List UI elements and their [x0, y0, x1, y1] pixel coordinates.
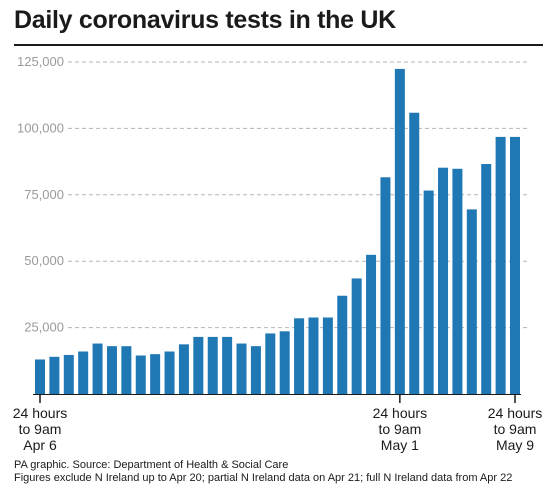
bar	[49, 356, 60, 394]
bar	[222, 336, 233, 394]
bar	[106, 346, 117, 394]
x-tick-label: 24 hours	[488, 405, 542, 421]
bar	[178, 344, 189, 394]
bar	[337, 295, 348, 394]
bars	[33, 68, 521, 395]
bar	[423, 190, 434, 394]
bar	[35, 359, 45, 394]
footnote: Figures exclude N Ireland up to Apr 20; …	[14, 472, 513, 484]
y-tick-label: 25,000	[24, 320, 64, 335]
x-tick-label: May 1	[381, 437, 419, 453]
bar	[78, 351, 89, 394]
bar	[92, 343, 103, 394]
x-tick-label: to 9am	[494, 421, 537, 437]
bar	[452, 168, 463, 394]
bar	[265, 333, 276, 394]
bar	[380, 177, 391, 394]
x-tick-label: Apr 6	[23, 437, 57, 453]
source-note: PA graphic. Source: Department of Health…	[14, 459, 289, 471]
bar	[63, 354, 74, 394]
bar	[481, 163, 492, 394]
y-tick-label: 75,000	[24, 187, 64, 202]
x-tick-label: to 9am	[19, 421, 62, 437]
y-tick-label: 125,000	[17, 54, 64, 69]
bar	[193, 336, 204, 394]
bar	[322, 317, 333, 394]
bar	[150, 354, 161, 394]
x-tick-label: May 9	[496, 437, 534, 453]
chart-title: Daily coronavirus tests in the UK	[14, 6, 396, 34]
bar	[510, 136, 520, 394]
bar	[466, 209, 477, 394]
bar	[135, 355, 146, 394]
bar	[279, 331, 290, 394]
bar	[495, 136, 506, 394]
bar	[294, 318, 305, 394]
bar	[207, 336, 218, 394]
bar	[409, 112, 420, 394]
x-tick-label: 24 hours	[373, 405, 427, 421]
x-tick-label: to 9am	[378, 421, 421, 437]
x-tick-label: 24 hours	[13, 405, 67, 421]
y-tick-label: 100,000	[17, 120, 64, 135]
bar	[351, 278, 362, 394]
bar	[121, 346, 132, 394]
y-tick-labels: 25,000 50,000 75,000 100,000 125,000	[17, 54, 64, 335]
y-tick-label: 50,000	[24, 253, 64, 268]
bar	[438, 167, 449, 394]
bar	[236, 343, 247, 394]
title-rule	[14, 44, 543, 46]
bar	[164, 351, 175, 394]
bar	[366, 254, 377, 394]
bar	[308, 317, 319, 394]
bar	[250, 346, 261, 394]
bar	[394, 68, 405, 394]
